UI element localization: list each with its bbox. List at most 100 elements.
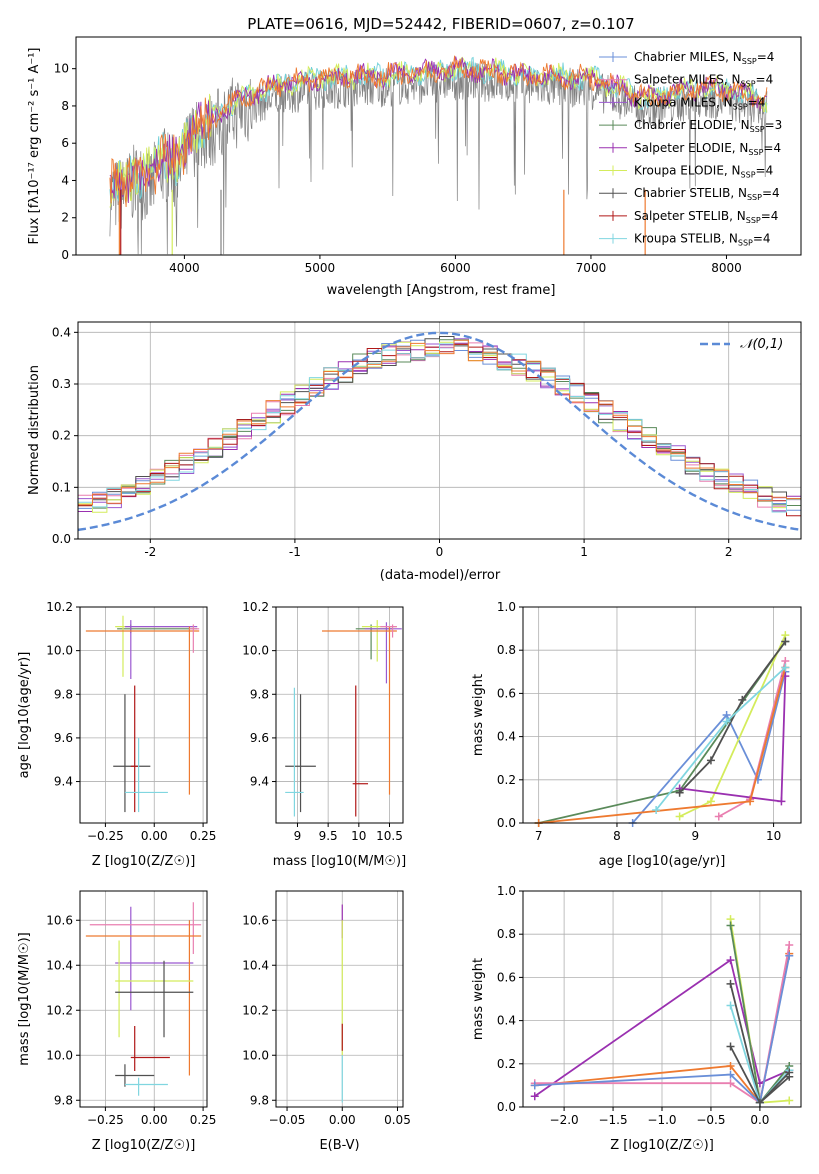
y-tick-label: 0.0 — [497, 816, 516, 830]
y-tick-label: 1.0 — [497, 600, 516, 614]
y-tick-label: 6 — [61, 136, 69, 150]
x-tick-label: 0.00 — [141, 829, 168, 843]
legend-count: =4 — [756, 164, 774, 178]
y-tick-label: 0.0 — [52, 532, 71, 546]
y-tick-label: 0.1 — [52, 480, 71, 494]
legend-label: Chabrier MILES, NSSP=4 — [634, 50, 774, 66]
x-tick-label: 9 — [691, 829, 699, 843]
weight-marker — [785, 951, 794, 960]
weight-marker — [675, 788, 684, 797]
x-tick-label: 0.00 — [141, 1113, 168, 1127]
weight-marker — [726, 1001, 735, 1010]
weight-marker — [777, 797, 786, 806]
legend-subscript: SSP — [733, 102, 748, 111]
y-tick-label: 10.2 — [46, 600, 73, 614]
x-axis-label: mass [log10(M/M☉)] — [273, 854, 406, 869]
legend-subscript: SSP — [747, 193, 762, 202]
y-tick-label: 0.4 — [52, 325, 71, 339]
spectrum-panel: 4000 5000 6000 7000 8000 0 2 4 6 8 10 wavelength [A… — [27, 36, 802, 298]
legend-label: Chabrier ELODIE, NSSP=3 — [634, 118, 782, 134]
y-tick-label: 10.2 — [46, 1003, 73, 1017]
weight-marker — [785, 941, 794, 949]
y-tick-label: 0.6 — [497, 686, 516, 700]
weight-marker — [675, 812, 684, 821]
errorbar-point — [85, 626, 200, 795]
legend-subscript: SSP — [750, 125, 765, 134]
x-tick-label: 8000 — [711, 261, 742, 275]
y-tick-label: 10.4 — [46, 958, 73, 972]
x-tick-label: 5000 — [305, 261, 336, 275]
errorbar-point — [285, 694, 316, 813]
weight-marker — [726, 1079, 735, 1088]
y-axis-label: mass weight — [471, 958, 486, 1040]
legend-label: Kroupa MILES, NSSP=4 — [634, 95, 765, 111]
x-tick-label: 2 — [725, 545, 733, 559]
legend-subscript: SSP — [742, 57, 757, 66]
mass-vs-z-panel: −0.25 0.00 0.25 9.8 10.0 10.2 10.4 10.6 Z [log10… — [17, 890, 216, 1153]
errorbar-point — [130, 1026, 170, 1071]
residual-panel: -2 -1 0 1 2 0.0 0.1 0.2 0.3 0.4 𝒩(0,1) (data-model)… — [27, 321, 802, 583]
x-axis-label: wavelength [Angstrom, rest frame] — [327, 283, 556, 298]
y-tick-label: 9.4 — [250, 775, 269, 789]
legend-subscript: SSP — [738, 239, 753, 248]
errorbar-point — [355, 624, 393, 660]
x-tick-label: 9 — [294, 829, 302, 843]
weight-marker — [746, 797, 755, 806]
model-spectrum-line — [109, 56, 768, 204]
weight-marker — [530, 1092, 539, 1101]
errorbar-point — [380, 624, 397, 638]
y-tick-label: 9.8 — [54, 1093, 73, 1107]
x-tick-label: −2.0 — [550, 1113, 579, 1127]
legend-label: Salpeter ELODIE, NSSP=4 — [634, 141, 781, 157]
errorbar-points — [85, 615, 200, 813]
weight-marker — [726, 921, 735, 930]
x-tick-label: 0.05 — [384, 1113, 411, 1127]
x-tick-label: 0 — [436, 545, 444, 559]
y-tick-label: 10.0 — [242, 644, 269, 658]
weight-series — [530, 915, 794, 1107]
weight-marker — [726, 1061, 735, 1070]
y-tick-label: 10.6 — [242, 913, 269, 927]
weight-marker — [785, 1068, 794, 1077]
weight-marker — [726, 956, 735, 965]
axes-frame — [522, 890, 802, 1108]
weight-series — [534, 631, 790, 827]
errorbar-point — [130, 685, 139, 813]
weight-marker — [706, 797, 715, 806]
weight-marker — [738, 695, 747, 704]
legend-label: Salpeter MILES, NSSP=4 — [634, 73, 773, 89]
x-tick-label: -2 — [144, 545, 156, 559]
x-tick-label: 4000 — [169, 261, 200, 275]
y-tick-label: 0.4 — [497, 1014, 516, 1028]
x-tick-label: 9.5 — [319, 829, 338, 843]
errorbar-point — [124, 620, 198, 679]
y-tick-label: 10.2 — [242, 1003, 269, 1017]
y-tick-label: 9.6 — [250, 731, 269, 745]
x-tick-label: 10.5 — [376, 829, 403, 843]
weight-marker — [706, 756, 715, 765]
weight-marker — [781, 663, 790, 672]
weight-marker — [726, 1042, 735, 1051]
errorbar-point — [285, 687, 304, 817]
weight-marker — [726, 979, 735, 988]
x-tick-label: 7 — [535, 829, 543, 843]
age-vs-z-panel: −0.25 0.00 0.25 9.4 9.6 9.8 10.0 10.2 Z [log10(Z… — [17, 600, 216, 869]
histograms — [78, 331, 801, 532]
legend-label: 𝒩(0,1) — [740, 337, 783, 352]
y-tick-label: 0 — [61, 248, 69, 262]
errorbar-points — [85, 902, 202, 1096]
legend-count: =4 — [753, 232, 771, 246]
x-tick-label: −0.25 — [87, 1113, 124, 1127]
x-axis-label: Z [log10(Z/Z☉)] — [92, 854, 196, 869]
weight-marker — [722, 717, 731, 726]
errorbar-point — [124, 1077, 168, 1096]
errorbar-point — [115, 1064, 155, 1087]
axes-frame — [75, 36, 802, 256]
y-tick-label: 0.0 — [497, 1100, 516, 1114]
errorbar-point — [115, 940, 194, 1038]
y-tick-label: 10.0 — [46, 1048, 73, 1062]
errorbar-point — [89, 902, 202, 954]
spectrum-legend: Chabrier MILES, NSSP=4 Salpeter MILES, NS… — [599, 50, 782, 248]
y-tick-label: 10.6 — [46, 913, 73, 927]
